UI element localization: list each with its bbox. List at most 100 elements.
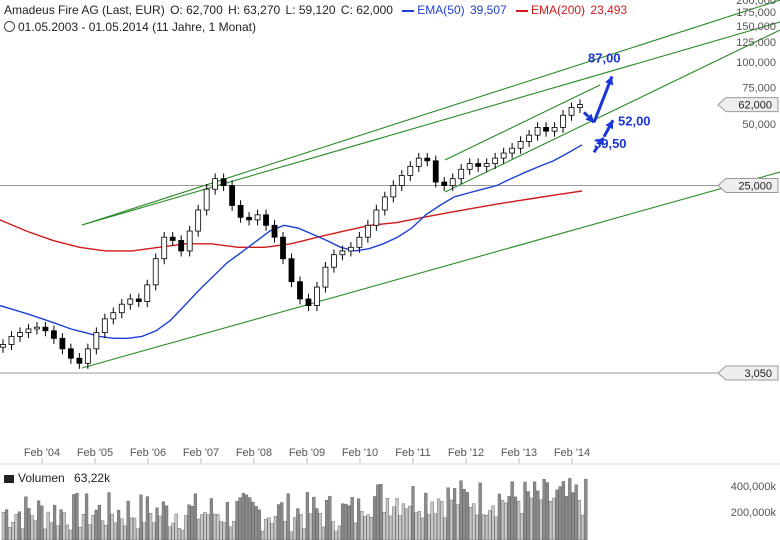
candle: [475, 158, 482, 172]
candle: [186, 225, 193, 257]
volume-bar: [8, 527, 12, 540]
ema200-line: [0, 190, 583, 252]
price-tag-label: 3,050: [744, 368, 772, 380]
instrument-title: Amadeus Fire AG (Last, EUR): [4, 3, 165, 17]
volume-bar: [309, 513, 313, 540]
volume-bar: [459, 480, 463, 540]
trend-line-4: [444, 84, 601, 161]
volume-bar: [283, 521, 287, 540]
ema50-swatch: [402, 9, 415, 12]
volume-bar: [177, 528, 181, 540]
volume-bar: [120, 518, 124, 540]
volume-bar: [228, 526, 233, 540]
volume-bar: [491, 505, 495, 540]
candle: [492, 152, 499, 170]
price-tag: 3,050: [717, 365, 779, 381]
x-axis: Feb '04 Feb '05 Feb '06 Feb '07 Feb '08 Feb '…: [0, 447, 780, 465]
volume-bar: [510, 481, 514, 540]
candle: [152, 253, 159, 291]
volume-bar: [401, 503, 405, 540]
open-value: O: 62,700: [170, 3, 223, 17]
volume-bar: [30, 515, 34, 540]
candle: [51, 325, 57, 344]
candle: [331, 249, 337, 273]
x-tick-label: Feb '10: [342, 447, 378, 459]
volume-bar: [469, 507, 473, 540]
volume-bar: [184, 515, 188, 540]
volume-bar: [408, 505, 412, 540]
x-tick-label: Feb '04: [24, 447, 60, 459]
volume-bar: [398, 515, 402, 540]
volume-bar: [395, 498, 399, 540]
volume-bar: [254, 506, 258, 540]
volume-bar: [219, 521, 223, 540]
ema200-swatch: [516, 9, 529, 12]
candle: [76, 353, 83, 369]
annotation-2: 39,50: [594, 136, 627, 151]
volume-bar: [360, 511, 364, 540]
volume-bar: [504, 502, 508, 540]
candle: [373, 204, 380, 231]
clock-icon: [4, 21, 15, 32]
volume-bar: [315, 508, 319, 540]
volume-bar: [132, 517, 137, 540]
volume-bar: [302, 528, 306, 540]
volume-bar: [235, 501, 239, 540]
x-tick-label: Feb '07: [183, 447, 219, 459]
volume-bar: [180, 529, 185, 540]
price-tag-label: 25,000: [738, 181, 772, 193]
volume-bar: [318, 513, 322, 540]
volume-bar: [273, 516, 277, 540]
volume-bar: [75, 493, 79, 540]
volume-bar: [65, 524, 69, 540]
volume-bar: [78, 526, 82, 540]
volume-bar: [536, 490, 540, 540]
candle: [517, 136, 524, 154]
candle: [42, 321, 49, 337]
volume-bar: [17, 511, 21, 540]
volume-bar: [37, 500, 41, 540]
volume-bar: [203, 511, 207, 540]
trend-line-1: [81, 171, 780, 369]
candle: [135, 293, 142, 308]
volume-axis: 400,000k 200,000k: [731, 481, 777, 519]
volume-bar: [456, 504, 460, 540]
candle: [305, 293, 312, 312]
candle: [93, 327, 100, 355]
candle: [271, 220, 278, 243]
y-tick-label: 75,000: [742, 83, 776, 95]
volume-bar: [539, 499, 543, 540]
candle: [314, 281, 320, 312]
candle: [127, 293, 134, 310]
volume-bar: [209, 498, 213, 540]
volume-bar: [353, 522, 357, 540]
volume-bar: [392, 506, 396, 540]
volume-bar: [62, 512, 66, 540]
candle: [534, 122, 541, 141]
candle: [543, 122, 549, 137]
candle: [178, 235, 185, 257]
price-tag: 25,000: [717, 178, 779, 194]
volume-bar: [558, 486, 562, 540]
annotation-1: 52,00: [618, 113, 651, 128]
volume-bar: [164, 505, 169, 540]
low-value: L: 59,120: [285, 3, 336, 17]
price-tag-label: 62,000: [738, 100, 772, 112]
volume-bar: [277, 504, 281, 540]
candle: [263, 209, 269, 231]
volume-bar: [251, 501, 255, 540]
candle: [483, 158, 490, 172]
horizontal-lines: [0, 185, 718, 374]
volume-bar: [161, 501, 165, 540]
up-arrow-small-icon: [602, 119, 615, 138]
volume-bar: [494, 516, 498, 540]
x-tick-label: Feb '11: [395, 447, 431, 459]
candle: [347, 242, 354, 257]
candle: [280, 232, 286, 265]
volume-bar: [145, 496, 149, 540]
x-tick-label: Feb '12: [448, 447, 484, 459]
volume-bar: [267, 517, 271, 540]
volume-bar: [129, 517, 133, 540]
projection-arrows: [582, 75, 615, 154]
trend-line-2: [81, 21, 780, 226]
